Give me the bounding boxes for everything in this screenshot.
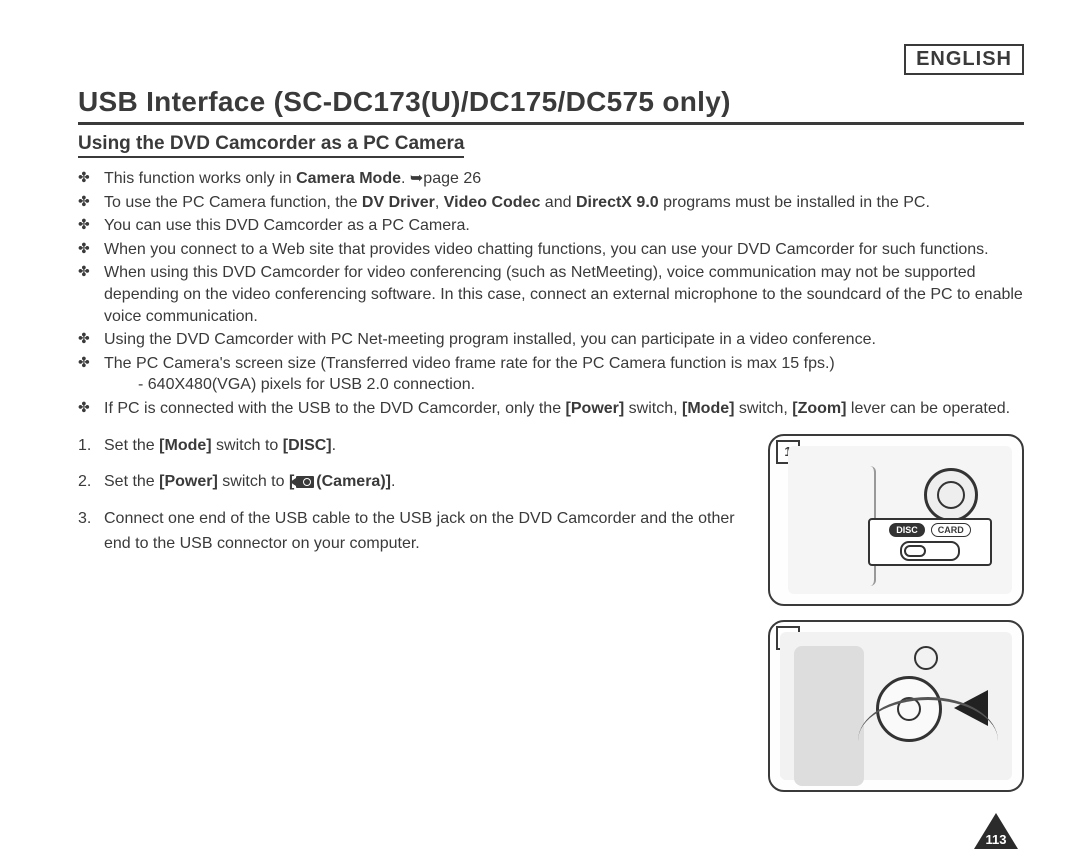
text: programs must be installed in the PC. [659,194,930,211]
list-item: ✤ Using the DVD Camcorder with PC Net-me… [78,329,1024,351]
camera-icon [296,476,314,488]
text-bold: [DISC] [283,437,332,454]
slider-icon [900,541,960,561]
pill-card: CARD [931,523,971,537]
section-subtitle: Using the DVD Camcorder as a PC Camera [78,133,464,158]
text: switch to [218,473,289,490]
figure-2: 2 [768,620,1024,792]
text: . ➥page 26 [401,170,481,187]
step-number: 3. [78,507,104,557]
text-bold: Video Codec [444,194,541,211]
text: The PC Camera's screen size (Transferred… [104,353,1024,375]
text: This function works only in [104,170,296,187]
bullet-list: ✤ This function works only in Camera Mod… [78,168,1024,420]
list-item: ✤ When you connect to a Web site that pr… [78,239,1024,261]
list-item: ✤ You can use this DVD Camcorder as a PC… [78,215,1024,237]
text-bold: [Mode] [682,400,734,417]
bullet-icon: ✤ [78,329,104,351]
step-item: 1. Set the [Mode] switch to [DISC]. [78,434,756,459]
text: switch, [734,400,792,417]
text-bold: (Camera)] [316,473,391,490]
text: Connect one end of the USB cable to the … [104,507,756,557]
camcorder-illustration: DISC CARD [788,446,1012,594]
sub-item: - 640X480(VGA) pixels for USB 2.0 connec… [104,374,1024,396]
text: switch, [624,400,682,417]
bullet-icon: ✤ [78,239,104,261]
bullet-icon: ✤ [78,168,104,190]
text: If PC is connected with the USB to the D… [104,400,566,417]
page-number: 113 [986,832,1007,847]
bullet-icon: ✤ [78,192,104,214]
list-item: ✤ This function works only in Camera Mod… [78,168,1024,190]
text: Set the [104,437,159,454]
text-bold: Camera Mode [296,170,401,187]
steps-list: 1. Set the [Mode] switch to [DISC]. 2. S… [78,434,768,792]
bullet-icon: ✤ [78,353,104,396]
text: . [332,437,336,454]
text-bold: DirectX 9.0 [576,194,659,211]
list-item: ✤ If PC is connected with the USB to the… [78,398,1024,420]
step-number: 2. [78,470,104,495]
text: switch to [212,437,283,454]
text: When using this DVD Camcorder for video … [104,262,1024,327]
text: , [435,194,444,211]
bullet-icon: ✤ [78,398,104,420]
text: and [540,194,576,211]
figures-column: 1 DISC CARD 2 [768,434,1024,792]
text: When you connect to a Web site that prov… [104,239,1024,261]
text-bold: [Power] [566,400,625,417]
list-item: ✤ The PC Camera's screen size (Transferr… [78,353,1024,396]
figure-1: 1 DISC CARD [768,434,1024,606]
bullet-icon: ✤ [78,215,104,237]
text: lever can be operated. [846,400,1010,417]
text: . [391,473,395,490]
text-bold: [Power] [159,473,218,490]
step-number: 1. [78,434,104,459]
text: Using the DVD Camcorder with PC Net-meet… [104,329,1024,351]
list-item: ✤ When using this DVD Camcorder for vide… [78,262,1024,327]
list-item: ✤ To use the PC Camera function, the DV … [78,192,1024,214]
page-number-badge: 113 [972,811,1020,851]
mode-switch-callout: DISC CARD [868,518,992,566]
text-bold: [Mode] [159,437,211,454]
text-bold: DV Driver [362,194,435,211]
page-title: USB Interface (SC-DC173(U)/DC175/DC575 o… [78,86,1024,125]
text: Set the [104,473,159,490]
step-item: 2. Set the [Power] switch to [(Camera)]. [78,470,756,495]
bullet-icon: ✤ [78,262,104,327]
camcorder-illustration [780,632,1012,780]
text: You can use this DVD Camcorder as a PC C… [104,215,1024,237]
pill-disc: DISC [889,523,925,537]
text-bold: [Zoom] [792,400,846,417]
language-badge: ENGLISH [904,44,1024,75]
text: To use the PC Camera function, the [104,194,362,211]
step-item: 3. Connect one end of the USB cable to t… [78,507,756,557]
